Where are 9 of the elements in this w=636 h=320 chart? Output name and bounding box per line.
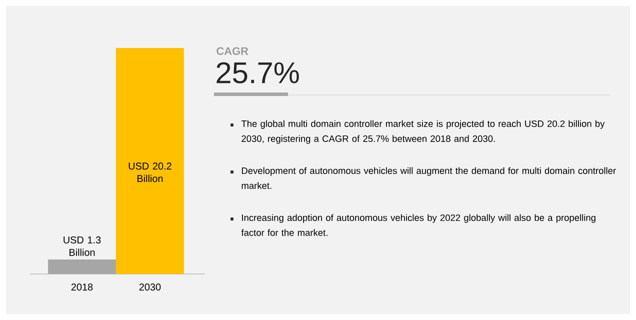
text: 25.7% <box>216 62 299 84</box>
x-tick-label: 2018 <box>71 284 93 291</box>
data-label: USD 1.3 Billion <box>64 236 101 256</box>
data-label: USD 20.2 Billion <box>128 162 172 182</box>
text: Increasing adoption of autonomous vehicles by 2022 globally will also be a propelling factor for the market. <box>241 214 596 236</box>
text: Development of autonomous vehicles will augment the demand for multi domain controller market. <box>242 167 616 189</box>
text: CAGR <box>216 47 248 55</box>
x-tick-label: 2030 <box>139 284 161 291</box>
text: The global multi domain controller market size is projected to reach USD 20.2 billion by 2030, registering a CAGR of 25.7% between 2018 and 2030. <box>241 120 605 144</box>
